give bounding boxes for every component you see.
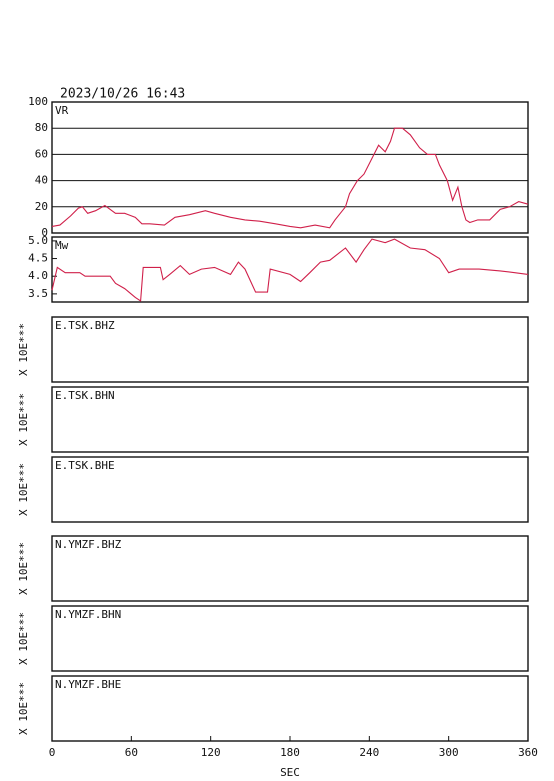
x-tick-label: 0 [49,746,56,759]
y-axis-label: X 10E*** [17,542,30,595]
panel-title: Mw [55,239,69,252]
panel-title: N.YMZF.BHZ [55,538,122,551]
y-axis-label: X 10E*** [17,682,30,735]
panel-title: N.YMZF.BHE [55,678,121,691]
y-tick-label: 4.0 [28,269,48,282]
data-line [51,238,529,302]
panel-title: E.TSK.BHZ [55,319,115,332]
y-tick-label: 80 [35,121,48,134]
x-tick-label: 360 [518,746,538,759]
panel-title: E.TSK.BHN [55,389,115,402]
panel-frame [51,316,529,383]
x-axis-label: SEC [280,766,300,779]
y-axis-label: X 10E*** [17,393,30,446]
panel-title: N.YMZF.BHN [55,608,121,621]
panel-frame [51,605,529,672]
panel-frame [51,236,529,303]
timestamp: 2023/10/26 16:43 [60,87,185,102]
y-axis-label: X 10E*** [17,612,30,665]
x-tick-label: 300 [439,746,459,759]
y-tick-label: 0 [41,226,48,239]
y-tick-label: 5.0 [28,234,48,247]
x-tick-label: 180 [280,746,300,759]
panel-title: E.TSK.BHE [55,459,115,472]
panel-frame [51,535,529,602]
data-line [51,127,529,229]
y-axis-label: X 10E*** [17,323,30,376]
panel-title: VR [55,104,69,117]
y-tick-label: 100 [28,95,48,108]
x-tick-label: 120 [201,746,221,759]
y-tick-label: 60 [35,147,48,160]
y-tick-label: 4.5 [28,252,48,265]
y-tick-label: 20 [35,200,48,213]
panel-frame [51,456,529,523]
panel-frame [51,675,529,742]
panel-frame [51,386,529,453]
y-tick-label: 3.5 [28,287,48,300]
y-tick-label: 40 [35,174,48,187]
y-axis-label: X 10E*** [17,463,30,516]
x-tick-label: 60 [125,746,138,759]
x-tick-label: 240 [359,746,379,759]
